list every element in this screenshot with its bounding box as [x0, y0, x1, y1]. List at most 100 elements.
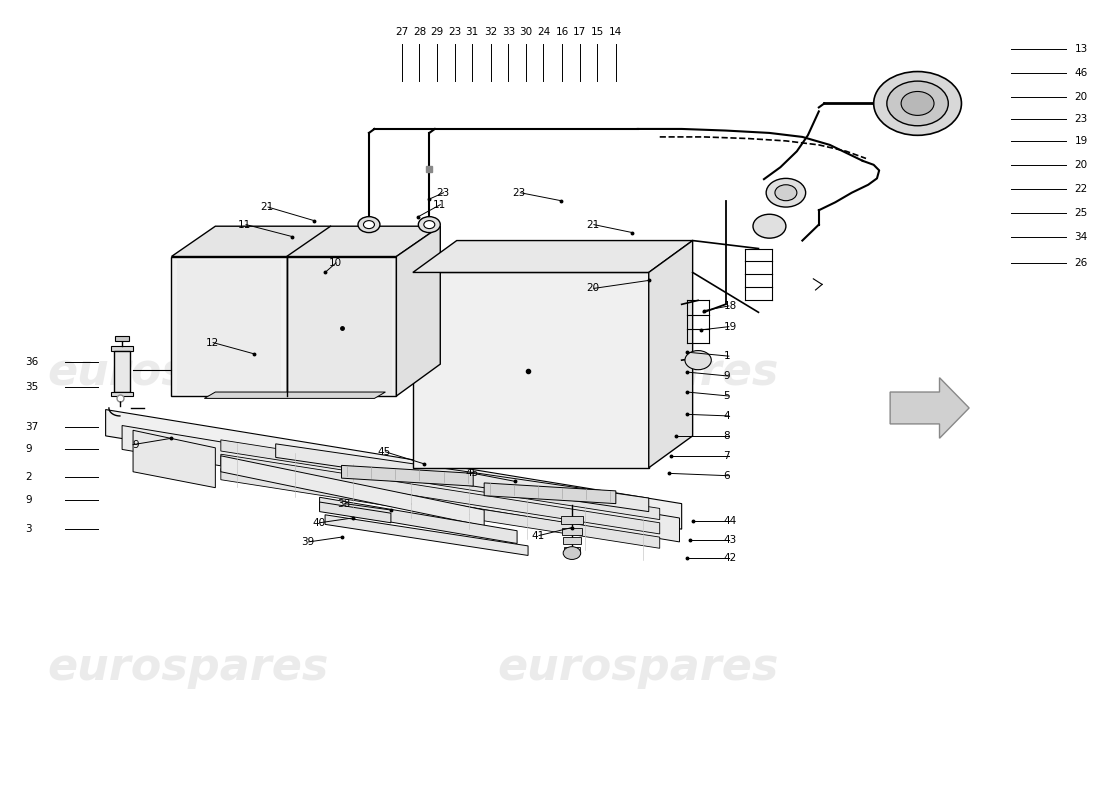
Text: 40: 40 [312, 518, 326, 528]
Text: 7: 7 [724, 451, 730, 461]
Text: 10: 10 [329, 258, 341, 268]
Text: 9: 9 [132, 440, 139, 450]
Text: 44: 44 [724, 516, 737, 526]
Circle shape [887, 81, 948, 126]
Text: 35: 35 [25, 382, 39, 392]
Polygon shape [116, 336, 129, 341]
Text: eurospares: eurospares [47, 646, 329, 689]
Polygon shape [341, 466, 473, 486]
Text: 5: 5 [724, 391, 730, 401]
Circle shape [418, 217, 440, 233]
Text: eurospares: eurospares [47, 350, 329, 394]
Text: 39: 39 [300, 537, 315, 547]
Text: 20: 20 [1075, 92, 1088, 102]
Polygon shape [287, 257, 396, 396]
Polygon shape [396, 226, 440, 396]
Text: 4: 4 [724, 411, 730, 421]
Text: 23: 23 [1075, 114, 1088, 123]
Circle shape [901, 91, 934, 115]
Text: 42: 42 [724, 553, 737, 563]
Text: 8: 8 [724, 431, 730, 441]
Circle shape [754, 214, 785, 238]
Text: 9: 9 [25, 445, 32, 454]
Text: 43: 43 [724, 534, 737, 545]
Polygon shape [205, 392, 385, 398]
Text: 21: 21 [261, 202, 274, 212]
Text: 20: 20 [586, 283, 600, 294]
Polygon shape [122, 426, 680, 542]
Text: 37: 37 [25, 422, 39, 432]
Text: 12: 12 [206, 338, 219, 347]
Circle shape [774, 185, 796, 201]
Text: 41: 41 [531, 530, 544, 541]
Text: 11: 11 [432, 200, 446, 210]
Text: 25: 25 [1075, 208, 1088, 218]
Polygon shape [890, 378, 969, 438]
Text: 2: 2 [25, 472, 32, 482]
Polygon shape [111, 392, 133, 396]
Polygon shape [563, 537, 581, 544]
Text: 38: 38 [337, 498, 350, 509]
Polygon shape [412, 241, 693, 273]
Circle shape [685, 350, 712, 370]
Text: 31: 31 [465, 27, 478, 38]
Text: 19: 19 [724, 322, 737, 332]
Circle shape [424, 221, 434, 229]
Text: 9: 9 [724, 371, 730, 381]
Text: 34: 34 [1075, 231, 1088, 242]
Text: 23: 23 [513, 188, 526, 198]
Polygon shape [111, 346, 133, 350]
Text: 16: 16 [556, 27, 569, 38]
Text: 14: 14 [609, 27, 623, 38]
Text: 15: 15 [591, 27, 604, 38]
Text: eurospares: eurospares [497, 646, 779, 689]
Polygon shape [564, 546, 580, 554]
Polygon shape [276, 444, 649, 512]
Polygon shape [561, 516, 583, 523]
Text: 36: 36 [25, 357, 39, 366]
Text: 11: 11 [239, 220, 252, 230]
Text: 1: 1 [724, 351, 730, 361]
Circle shape [358, 217, 379, 233]
Polygon shape [290, 260, 392, 394]
Text: 19: 19 [1075, 136, 1088, 146]
Text: 22: 22 [1075, 184, 1088, 194]
Text: 13: 13 [1075, 44, 1088, 54]
Polygon shape [221, 454, 660, 534]
Text: 17: 17 [573, 27, 586, 38]
Text: 46: 46 [1075, 68, 1088, 78]
Text: 18: 18 [724, 301, 737, 311]
Polygon shape [484, 483, 616, 504]
Polygon shape [562, 527, 582, 534]
Text: 28: 28 [412, 27, 426, 38]
Text: 32: 32 [484, 27, 497, 38]
Circle shape [767, 178, 805, 207]
Text: eurospares: eurospares [497, 350, 779, 394]
Polygon shape [412, 273, 649, 468]
Polygon shape [221, 456, 484, 526]
Text: 45: 45 [465, 468, 478, 478]
Polygon shape [133, 430, 216, 488]
Polygon shape [106, 410, 682, 529]
Text: 6: 6 [724, 470, 730, 481]
Polygon shape [326, 515, 528, 555]
Text: 45: 45 [377, 447, 390, 457]
Text: 23: 23 [436, 188, 449, 198]
Text: 29: 29 [430, 27, 443, 38]
Text: 33: 33 [502, 27, 515, 38]
Text: 27: 27 [395, 27, 408, 38]
Text: 30: 30 [519, 27, 532, 38]
Circle shape [563, 546, 581, 559]
Polygon shape [172, 257, 287, 396]
Text: 21: 21 [586, 220, 600, 230]
Polygon shape [177, 260, 282, 394]
Polygon shape [221, 469, 660, 548]
Polygon shape [221, 440, 660, 519]
Circle shape [873, 71, 961, 135]
Text: 3: 3 [25, 524, 32, 534]
Polygon shape [649, 241, 693, 468]
Polygon shape [172, 226, 440, 257]
Circle shape [363, 221, 374, 229]
Text: 20: 20 [1075, 160, 1088, 170]
Text: 24: 24 [537, 27, 550, 38]
